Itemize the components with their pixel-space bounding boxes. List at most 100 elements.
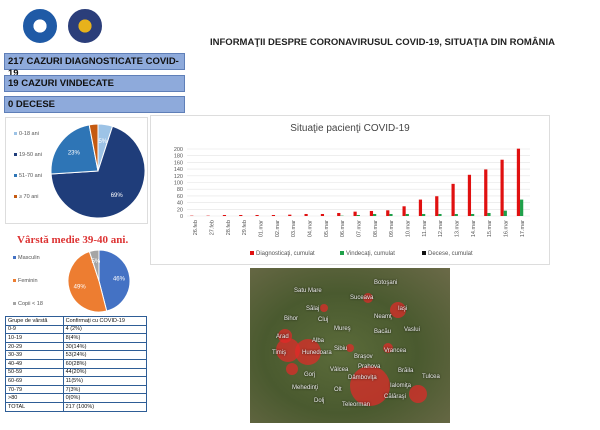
gender-pie-chart: 46% 49% 5% <box>67 249 131 313</box>
county-label: Neamţ <box>374 314 392 320</box>
county-label: Gorj <box>304 372 316 378</box>
bar-diagnosed <box>337 212 341 216</box>
bar-diagnosed <box>418 199 423 216</box>
x-tick-label: 26.feb <box>193 220 199 235</box>
pie-slice <box>88 249 100 282</box>
table-row: 60-69 11(5%) <box>5 376 148 386</box>
x-tick-label: 27.feb <box>210 220 216 235</box>
age-group-table: Grupe de vârstă Confirmaţi cu COVID-19 0-9… <box>5 316 148 412</box>
bar-diagnosed <box>239 214 243 216</box>
bar-recovered <box>422 213 426 216</box>
ministry-logo <box>68 9 102 43</box>
county-label: Alba <box>312 338 325 344</box>
bar-recovered <box>389 213 393 216</box>
pie-label: 23% <box>68 150 81 156</box>
x-tick-label: 14.mar <box>471 220 477 237</box>
legend-label: Diagnosticaţi, cumulat <box>256 251 315 257</box>
bar-diagnosed <box>435 196 439 216</box>
county-label: Botoşani <box>374 280 398 286</box>
case-bubble <box>320 304 328 312</box>
county-label: Prahova <box>358 364 381 370</box>
legend-swatch <box>340 251 344 255</box>
romania-map: Satu Mare Botoşani Suceava Iaşi Sălaj Bihor Cl… <box>250 268 450 423</box>
county-label: Sibiu <box>334 346 348 352</box>
county-label: Bacău <box>374 329 392 335</box>
county-label: Cluj <box>318 317 329 323</box>
legend-swatch <box>422 251 426 255</box>
page-title: INFORMAŢII DESPRE CORONAVIRUSUL COVID-19… <box>210 37 556 48</box>
county-label: Tulcea <box>422 374 440 380</box>
stat-diagnosed: 217 CAZURI DIAGNOSTICATE COVID-19 <box>4 53 185 79</box>
county-label: Arad <box>276 334 289 340</box>
case-bubble <box>383 343 393 353</box>
pie-slice <box>67 250 108 313</box>
county-label: Timiş <box>272 350 287 356</box>
bar-recovered <box>503 210 507 216</box>
bar-diagnosed <box>467 174 472 216</box>
pie-slice <box>50 124 99 175</box>
table-row: 70-79 7(3%) <box>5 384 148 395</box>
table-row: 20-29 30(14%) <box>5 341 148 352</box>
bar-diagnosed <box>320 213 325 216</box>
bar-diagnosed <box>369 210 374 216</box>
pie-label: 46% <box>113 276 126 282</box>
bar-recovered <box>373 213 377 216</box>
bar-diagnosed <box>353 211 357 216</box>
pie-label: 69% <box>111 193 124 199</box>
y-tick-label: 60 <box>177 194 183 200</box>
bar-recovered <box>471 213 475 216</box>
y-tick-label: 180 <box>174 154 183 160</box>
bar-chart-panel <box>150 115 550 265</box>
county-label: Hunedoara <box>302 350 332 356</box>
bar-recovered <box>438 213 442 216</box>
case-bubble <box>390 302 406 318</box>
y-tick-label: 0 <box>180 214 183 220</box>
bar-diagnosed <box>402 206 406 216</box>
y-tick-label: 40 <box>177 201 183 207</box>
pie-slice <box>88 123 99 172</box>
x-tick-label: 13.mar <box>455 220 461 237</box>
case-bubble <box>350 366 390 406</box>
bar-diagnosed <box>304 213 308 216</box>
average-age: Vârstă medie 39-40 ani. <box>17 234 129 246</box>
legend-item: Copii < 18 <box>13 301 43 308</box>
x-tick-label: 01.mar <box>259 220 265 237</box>
legend-item: Feminin <box>13 278 38 285</box>
pie-label: 49% <box>74 285 87 291</box>
county-label: Iaşi <box>398 306 408 312</box>
x-tick-label: 07.mar <box>357 220 363 237</box>
legend-label: Decese, cumulat <box>428 251 473 257</box>
x-tick-label: 04.mar <box>308 220 314 237</box>
bar-diagnosed <box>288 214 292 216</box>
bar-diagnosed <box>222 214 227 216</box>
county-label: Vrancea <box>384 348 407 354</box>
county-label: Dolj <box>314 398 325 404</box>
pie-slice <box>50 125 146 219</box>
county-label: Călăraşi <box>384 394 407 400</box>
age-table-wrap: Grupe de vârstă Confirmaţi cu COVID-19 0-9… <box>5 316 148 412</box>
bar-recovered <box>520 199 524 216</box>
legend-item: ≥ 70 ani <box>14 194 39 201</box>
table-row: 40-49 60(28%) <box>5 358 148 369</box>
bar-diagnosed <box>255 214 259 216</box>
table-row: TOTAL 217 (100%) <box>5 401 148 412</box>
county-label: Sălaj <box>306 306 320 312</box>
table-row: 0-9 4 (2%) <box>5 324 148 335</box>
bar-diagnosed <box>451 183 455 216</box>
table-row: 50-59 44(20%) <box>5 367 148 378</box>
table-row: 10-19 8(4%) <box>5 333 148 343</box>
case-bubble <box>409 385 427 403</box>
stat-deaths: 0 DECESE <box>4 96 185 113</box>
pie-label: 5% <box>98 139 107 145</box>
x-tick-label: 29.feb <box>242 220 248 235</box>
bar-diagnosed <box>484 169 488 216</box>
chart-title: Situaţie pacienţi COVID-19 <box>290 123 410 134</box>
county-label: Vaslui <box>404 327 420 333</box>
bar-diagnosed <box>516 148 521 216</box>
legend-swatch <box>250 251 254 255</box>
legend-item: 19-50 ani <box>14 152 42 159</box>
case-bubble <box>278 329 292 343</box>
y-tick-label: 160 <box>174 160 183 166</box>
county-label: Vâlcea <box>330 367 349 373</box>
